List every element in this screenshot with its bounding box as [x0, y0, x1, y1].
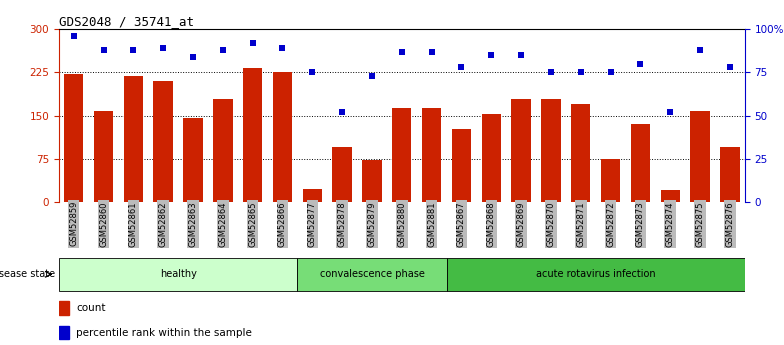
Bar	[720, 147, 739, 202]
Text: GSM52859: GSM52859	[69, 201, 78, 246]
Point	[426, 49, 438, 55]
Bar	[213, 99, 233, 202]
Text: GSM52863: GSM52863	[188, 201, 198, 247]
Point	[664, 109, 677, 115]
Text: GSM52871: GSM52871	[576, 201, 586, 247]
Text: GSM52876: GSM52876	[725, 201, 735, 247]
Text: GDS2048 / 35741_at: GDS2048 / 35741_at	[59, 15, 194, 28]
Point	[694, 47, 706, 53]
Bar	[59, 301, 69, 315]
Text: GSM52879: GSM52879	[368, 201, 376, 247]
Point	[365, 73, 378, 79]
Bar	[59, 258, 297, 291]
Bar	[452, 129, 471, 202]
Text: GSM52865: GSM52865	[249, 201, 257, 247]
Point	[127, 47, 140, 53]
Text: GSM52861: GSM52861	[129, 201, 138, 247]
Bar	[392, 108, 412, 202]
Text: GSM52873: GSM52873	[636, 201, 645, 247]
Point	[724, 65, 736, 70]
Bar	[303, 189, 322, 202]
Bar	[297, 258, 447, 291]
Text: GSM52867: GSM52867	[457, 201, 466, 247]
Text: healthy: healthy	[160, 269, 197, 279]
Text: GSM52877: GSM52877	[308, 201, 317, 247]
Text: GSM52874: GSM52874	[666, 201, 675, 247]
Point	[545, 70, 557, 75]
Bar	[422, 108, 441, 202]
Bar	[511, 99, 531, 202]
Bar	[124, 77, 143, 202]
Text: GSM52860: GSM52860	[99, 201, 108, 247]
Text: GSM52881: GSM52881	[427, 201, 436, 247]
Point	[157, 46, 169, 51]
Bar	[94, 111, 113, 202]
Bar	[59, 326, 69, 339]
Bar	[64, 74, 83, 202]
Bar	[154, 81, 173, 202]
Text: GSM52872: GSM52872	[606, 201, 615, 247]
Point	[97, 47, 110, 53]
Bar	[661, 190, 680, 202]
Text: GSM52875: GSM52875	[695, 201, 705, 247]
Point	[306, 70, 318, 75]
Text: GSM52880: GSM52880	[397, 201, 406, 247]
Point	[575, 70, 587, 75]
Bar	[481, 115, 501, 202]
Text: percentile rank within the sample: percentile rank within the sample	[76, 328, 252, 337]
Bar	[243, 68, 263, 202]
Point	[187, 54, 199, 60]
Point	[456, 65, 468, 70]
Bar	[362, 160, 382, 202]
Point	[515, 52, 528, 58]
Text: GSM52870: GSM52870	[546, 201, 555, 247]
Point	[604, 70, 617, 75]
Text: GSM52868: GSM52868	[487, 201, 495, 247]
Point	[67, 33, 80, 39]
Bar	[183, 118, 203, 202]
Text: GSM52864: GSM52864	[218, 201, 227, 247]
Bar	[332, 147, 352, 202]
Text: disease state: disease state	[0, 269, 55, 279]
Text: GSM52869: GSM52869	[517, 201, 525, 247]
Point	[246, 40, 259, 46]
Text: count: count	[76, 303, 106, 313]
Point	[634, 61, 647, 67]
Bar	[273, 72, 292, 202]
Bar	[691, 111, 710, 202]
Point	[395, 49, 408, 55]
Text: convalescence phase: convalescence phase	[320, 269, 424, 279]
Text: GSM52862: GSM52862	[158, 201, 168, 247]
Point	[216, 47, 229, 53]
Point	[276, 46, 289, 51]
Text: GSM52866: GSM52866	[278, 201, 287, 247]
Bar	[601, 159, 620, 202]
Bar	[541, 99, 561, 202]
Point	[485, 52, 498, 58]
Bar	[571, 104, 590, 202]
Point	[336, 109, 348, 115]
Bar	[447, 258, 745, 291]
Bar	[630, 124, 650, 202]
Text: GSM52878: GSM52878	[338, 201, 347, 247]
Text: acute rotavirus infection: acute rotavirus infection	[535, 269, 655, 279]
